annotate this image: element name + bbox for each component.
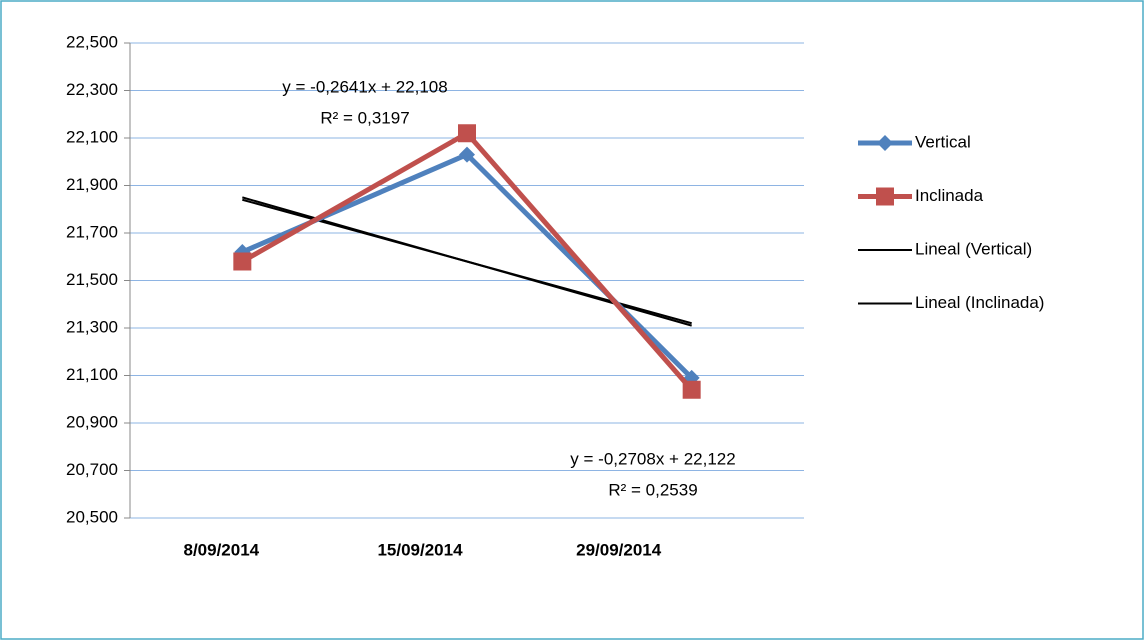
y-tick-label: 22,300 — [66, 80, 118, 99]
x-tick-label: 15/09/2014 — [377, 540, 463, 559]
trendline-equation: R² = 0,3197 — [320, 108, 409, 127]
y-tick-label: 21,500 — [66, 270, 118, 289]
y-tick-label: 21,700 — [66, 222, 118, 241]
y-tick-label: 20,900 — [66, 412, 118, 431]
y-tick-label: 22,100 — [66, 127, 118, 146]
legend-marker — [876, 187, 894, 206]
legend-label: Lineal (Vertical) — [915, 239, 1032, 258]
square-marker — [458, 124, 476, 143]
x-tick-label: 29/09/2014 — [576, 540, 662, 559]
x-tick-label: 8/09/2014 — [184, 540, 260, 559]
trendline-equation: y = -0,2641x + 22,108 — [282, 77, 447, 96]
y-tick-label: 21,900 — [66, 175, 118, 194]
legend-label: Lineal (Inclinada) — [915, 293, 1044, 312]
legend-label: Vertical — [915, 132, 971, 151]
y-tick-label: 22,500 — [66, 32, 118, 51]
y-tick-label: 20,700 — [66, 460, 118, 479]
square-marker — [233, 252, 252, 271]
legend-marker — [877, 135, 893, 151]
diamond-marker — [459, 146, 475, 163]
trendline-equation: R² = 0,2539 — [608, 480, 697, 499]
y-tick-label: 21,300 — [66, 317, 118, 336]
y-tick-label: 20,500 — [66, 507, 118, 526]
trendline-equation: y = -0,2708x + 22,122 — [570, 449, 735, 468]
square-marker — [682, 380, 701, 399]
legend-label: Inclinada — [915, 186, 984, 205]
y-tick-label: 21,100 — [66, 365, 118, 384]
